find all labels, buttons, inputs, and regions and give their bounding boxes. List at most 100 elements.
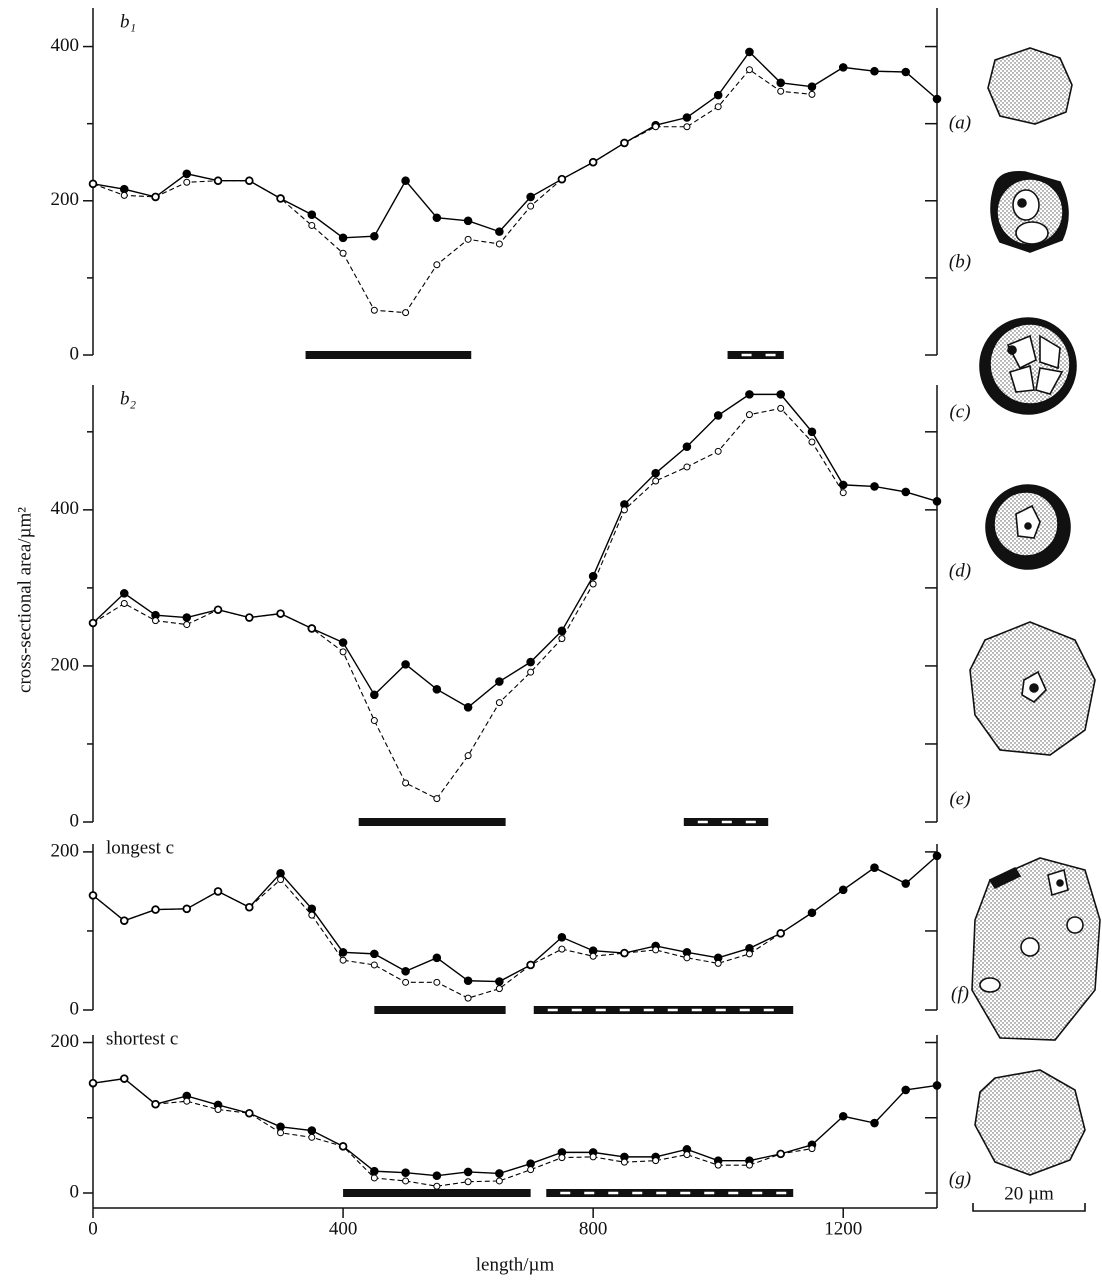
open-point bbox=[745, 950, 753, 958]
filled-point bbox=[432, 1171, 442, 1180]
open-point bbox=[558, 1154, 566, 1162]
open-point bbox=[183, 178, 191, 186]
x-tick-label: 0 bbox=[88, 1218, 98, 1239]
open-point bbox=[589, 158, 597, 166]
open-point bbox=[683, 1151, 691, 1159]
filled-point bbox=[807, 427, 817, 437]
open-point bbox=[652, 123, 660, 131]
filled-point bbox=[338, 638, 348, 647]
open-point bbox=[652, 1157, 660, 1165]
filled-point bbox=[401, 1168, 410, 1177]
open-point bbox=[620, 506, 628, 514]
open-point bbox=[777, 1150, 785, 1158]
open-point bbox=[183, 905, 191, 913]
open-point bbox=[495, 240, 503, 248]
open-point bbox=[589, 580, 597, 588]
filled-point bbox=[932, 1081, 942, 1090]
section-b-nucleus bbox=[1017, 198, 1027, 208]
open-point bbox=[839, 489, 847, 497]
filled-point bbox=[432, 685, 442, 694]
y-tick-label: 0 bbox=[70, 998, 80, 1019]
open-point bbox=[183, 621, 191, 629]
filled-point bbox=[557, 626, 567, 636]
open-point bbox=[277, 876, 285, 884]
open-point bbox=[277, 610, 285, 618]
open-point bbox=[558, 635, 566, 643]
open-point bbox=[464, 1178, 472, 1186]
filled-point bbox=[463, 702, 473, 712]
y-tick-label: 0 bbox=[70, 1181, 80, 1202]
open-point bbox=[620, 1158, 628, 1166]
filled-point bbox=[307, 210, 317, 219]
filled-point bbox=[776, 390, 786, 399]
filled-point bbox=[901, 879, 911, 888]
open-point bbox=[558, 945, 566, 953]
open-point bbox=[89, 619, 97, 627]
open-point bbox=[589, 1153, 597, 1161]
open-point bbox=[433, 978, 441, 986]
y-tick-label: 400 bbox=[51, 35, 80, 56]
section-f-nucleus bbox=[1056, 879, 1064, 887]
open-point bbox=[683, 463, 691, 471]
open-point bbox=[402, 309, 410, 317]
filled-point bbox=[526, 657, 535, 667]
filled-point bbox=[338, 947, 348, 957]
filled-point bbox=[870, 863, 879, 873]
filled-point bbox=[307, 1126, 317, 1135]
open-point bbox=[589, 952, 597, 960]
open-point bbox=[433, 261, 441, 269]
inset-label: (a) bbox=[949, 112, 971, 133]
open-point bbox=[745, 66, 753, 74]
open-point bbox=[370, 1174, 378, 1182]
open-point bbox=[808, 1145, 816, 1153]
open-point bbox=[495, 699, 503, 707]
open-point bbox=[308, 911, 316, 919]
open-point bbox=[308, 221, 316, 229]
filled-point bbox=[401, 660, 410, 669]
open-point bbox=[714, 959, 722, 967]
filled-point bbox=[901, 487, 911, 497]
filled-point bbox=[495, 1169, 504, 1178]
tissue-bar bbox=[358, 818, 506, 826]
filled-point bbox=[432, 213, 442, 223]
y-tick-label: 200 bbox=[51, 840, 80, 861]
x-tick-label: 800 bbox=[579, 1218, 608, 1239]
open-point bbox=[152, 617, 160, 625]
inset-label: (b) bbox=[949, 251, 971, 272]
open-point bbox=[214, 606, 222, 614]
series-line bbox=[92, 407, 844, 800]
tissue-bar bbox=[727, 351, 784, 359]
filled-point bbox=[495, 227, 504, 236]
filled-point bbox=[432, 953, 442, 963]
filled-point bbox=[713, 90, 723, 100]
filled-point bbox=[932, 496, 942, 506]
open-point bbox=[777, 87, 785, 95]
section-g bbox=[974, 1069, 1086, 1176]
filled-point bbox=[495, 677, 504, 686]
y-tick-label: 400 bbox=[51, 498, 80, 519]
filled-point bbox=[682, 442, 692, 451]
tissue-bar bbox=[546, 1189, 794, 1197]
open-point bbox=[339, 1142, 347, 1150]
filled-point bbox=[276, 868, 285, 878]
section-d-cell bbox=[1015, 504, 1041, 539]
open-point bbox=[714, 103, 722, 111]
open-point bbox=[89, 180, 97, 188]
filled-point bbox=[901, 1085, 911, 1095]
filled-point bbox=[838, 1111, 848, 1121]
open-point bbox=[527, 1166, 535, 1174]
scale-bar-label: 20 µm bbox=[1004, 1183, 1054, 1204]
y-tick-label: 0 bbox=[70, 343, 80, 364]
open-point bbox=[214, 177, 222, 185]
filled-point bbox=[463, 216, 473, 226]
series-line bbox=[92, 50, 938, 239]
filled-point bbox=[838, 480, 848, 490]
filled-point bbox=[713, 411, 723, 420]
tissue-bar bbox=[374, 1006, 506, 1014]
filled-point bbox=[370, 949, 379, 959]
tissue-bar bbox=[533, 1006, 794, 1014]
open-point bbox=[402, 978, 410, 986]
filled-point bbox=[370, 690, 379, 700]
filled-point bbox=[776, 78, 786, 88]
